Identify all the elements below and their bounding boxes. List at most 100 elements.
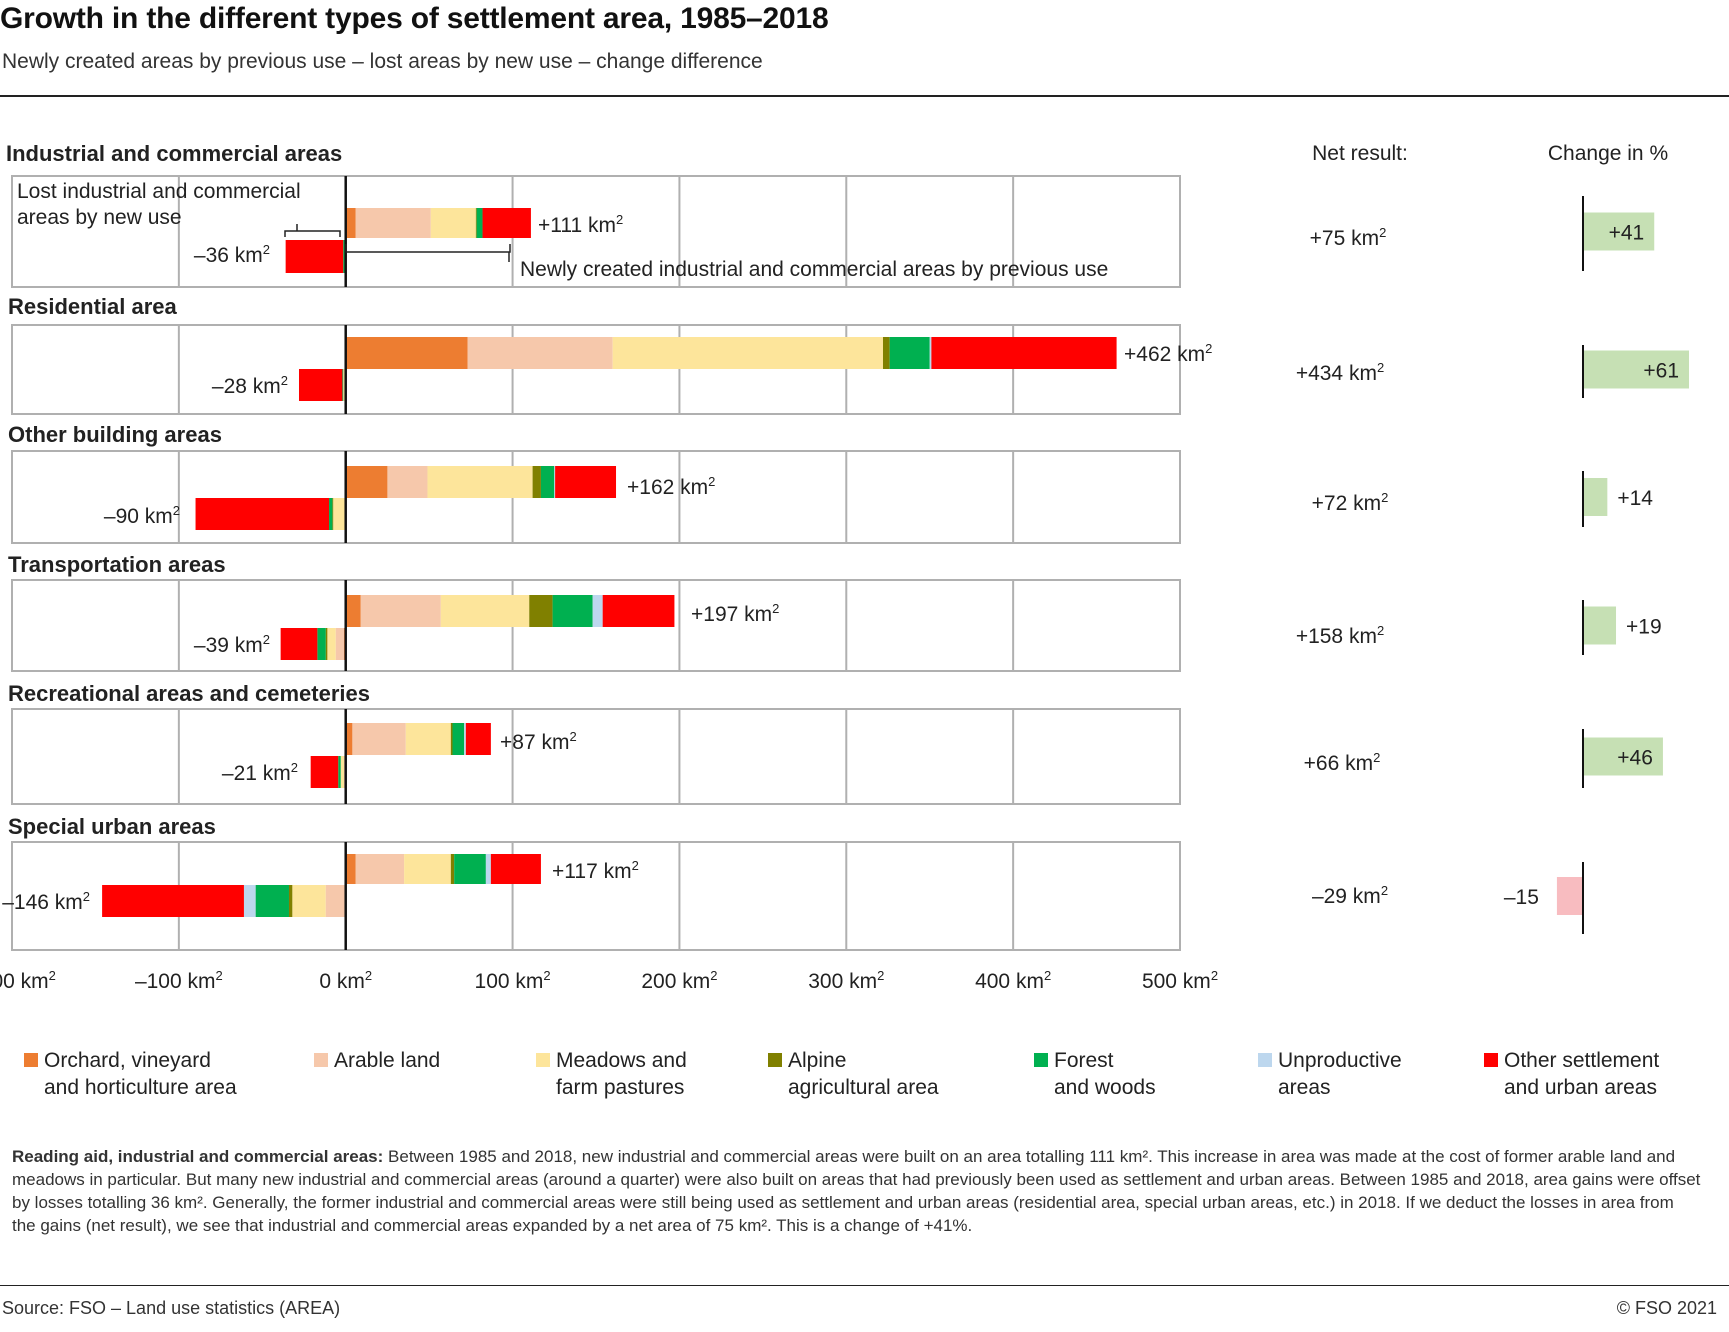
legend-label-meadows: Meadows and — [556, 1049, 687, 1072]
group-title-2: Residential area — [8, 294, 178, 319]
gain-segment-meadows — [405, 723, 451, 755]
loss-segment-forest — [342, 369, 344, 401]
net-result-header: Net result: — [1312, 142, 1408, 165]
loss-segment-meadows — [333, 498, 345, 530]
gain-segment-forest — [452, 723, 465, 755]
gain-segment-alpine — [882, 337, 890, 369]
legend-label-unproductive: areas — [1278, 1076, 1331, 1099]
gain-segment-other — [465, 723, 491, 755]
group-title-1: Industrial and commercial areas — [6, 141, 342, 166]
gain-label: +462 km2 — [1124, 341, 1212, 366]
x-tick-label: –100 km2 — [135, 968, 223, 993]
gain-label: +162 km2 — [627, 474, 715, 499]
group-title-4: Transportation areas — [8, 552, 226, 577]
legend-label-unproductive: Unproductive — [1278, 1049, 1402, 1072]
legend-label-alpine: agricultural area — [788, 1076, 939, 1099]
loss-segment-alpine — [332, 498, 334, 530]
group-title-5: Recreational areas and cemeteries — [8, 681, 370, 706]
gain-segment-meadows — [427, 466, 533, 498]
legend-swatch-alpine — [768, 1053, 782, 1067]
loss-segment-other — [310, 756, 339, 788]
loss-segment-meadows — [327, 628, 336, 660]
chart-title: Growth in the different types of settlem… — [0, 2, 829, 35]
loss-segment-meadows — [340, 756, 345, 788]
legend-swatch-unproductive — [1258, 1053, 1272, 1067]
pct-label: +41 — [1609, 222, 1645, 245]
gain-segment-arable — [355, 854, 405, 884]
gain-segment-forest — [552, 595, 593, 627]
pct-label: +14 — [1617, 487, 1653, 510]
x-tick-label: 400 km2 — [975, 968, 1051, 993]
legend-swatch-forest — [1034, 1053, 1048, 1067]
loss-segment-forest — [317, 628, 326, 660]
gain-segment-other — [490, 854, 541, 884]
chart-subtitle: Newly created areas by previous use – lo… — [2, 50, 763, 73]
legend-swatch-arable — [314, 1053, 328, 1067]
legend-label-orchard: and horticulture area — [44, 1076, 237, 1099]
net-result-value: +66 km2 — [1304, 750, 1381, 775]
loss-label: –28 km2 — [212, 373, 288, 398]
panel-frame — [11, 708, 1181, 805]
gain-label: +117 km2 — [552, 858, 639, 883]
loss-segment-meadows — [343, 369, 345, 401]
gain-segment-arable — [467, 337, 613, 369]
gain-segment-alpine — [529, 595, 553, 627]
gain-segment-meadows — [430, 208, 476, 238]
loss-segment-arable — [325, 885, 346, 917]
net-result-value: –29 km2 — [1312, 883, 1388, 908]
change-pct-header: Change in % — [1548, 142, 1668, 165]
gain-segment-other — [602, 595, 675, 627]
loss-segment-other — [102, 885, 244, 917]
loss-bracket — [284, 224, 341, 237]
gain-label: +111 km2 — [538, 212, 623, 237]
gain-segment-forest — [889, 337, 930, 369]
loss-label: –146 km2 — [2, 889, 90, 914]
gain-segment-arable — [387, 466, 428, 498]
x-tick-label: –200 km2 — [0, 968, 56, 993]
gain-segment-arable — [352, 723, 406, 755]
gain-segment-meadows — [612, 337, 883, 369]
chart-area: Net result: Change in % Industrial and com… — [0, 141, 1689, 1099]
gain-segment-other — [555, 466, 617, 498]
gain-segment-unproductive — [929, 337, 932, 369]
loss-segment-meadows — [292, 885, 326, 917]
loss-segment-forest — [343, 240, 345, 273]
x-tick-label: 200 km2 — [641, 968, 717, 993]
group-title-6: Special urban areas — [8, 814, 216, 839]
pct-bar — [1583, 478, 1608, 516]
gain-segment-arable — [355, 208, 431, 238]
loss-segment-other — [285, 240, 344, 273]
loss-segment-other — [195, 498, 330, 530]
gain-segment-alpine — [450, 854, 455, 884]
legend-label-forest: Forest — [1054, 1049, 1114, 1072]
net-result-value: +158 km2 — [1296, 623, 1384, 648]
gain-segment-unproductive — [554, 466, 556, 498]
x-tick-label: 300 km2 — [808, 968, 884, 993]
legend-label-forest: and woods — [1054, 1076, 1156, 1099]
gain-segment-other — [482, 208, 531, 238]
pct-label: +46 — [1617, 747, 1653, 770]
gain-segment-forest — [540, 466, 555, 498]
legend-label-alpine: Alpine — [788, 1049, 846, 1072]
panel-frame — [11, 175, 1181, 288]
loss-label: –21 km2 — [222, 760, 298, 785]
loss-segment-other — [280, 628, 318, 660]
gain-segment-orchard — [345, 337, 468, 369]
legend-label-arable: Arable land — [334, 1049, 440, 1072]
legend-label-other: Other settlement — [1504, 1049, 1659, 1072]
net-result-value: +434 km2 — [1296, 360, 1384, 385]
source-note: Source: FSO – Land use statistics (AREA) — [2, 1298, 341, 1318]
gain-bracket — [345, 244, 511, 262]
loss-label: –36 km2 — [194, 242, 270, 267]
legend-swatch-meadows — [536, 1053, 550, 1067]
loss-segment-other — [298, 369, 343, 401]
gain-segment-arable — [360, 595, 441, 627]
panel-frame — [11, 450, 1181, 544]
copyright-note: © FSO 2021 — [1616, 1298, 1717, 1318]
gain-segment-orchard — [345, 466, 388, 498]
pct-bar — [1583, 606, 1617, 645]
x-tick-label: 500 km2 — [1142, 968, 1218, 993]
reading-aid-text: Between 1985 and 2018, new industrial an… — [12, 1147, 1701, 1235]
gain-label: +87 km2 — [500, 729, 577, 754]
annotation-lost-line1: Lost industrial and commercial — [17, 180, 301, 203]
